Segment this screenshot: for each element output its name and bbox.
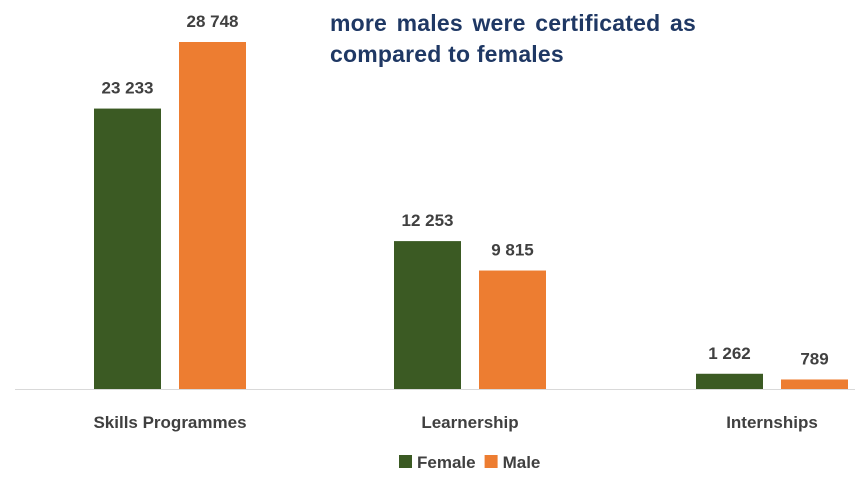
legend: Female Male — [399, 453, 540, 472]
bar-male-2 — [781, 379, 848, 389]
data-label-male-1: 9 815 — [491, 241, 534, 260]
headline-line-2: compared to females — [330, 41, 564, 67]
data-label-female-2: 1 262 — [708, 344, 751, 363]
data-label-male-0: 28 748 — [187, 12, 239, 31]
legend-swatch-female — [399, 455, 412, 468]
category-label-2: Internships — [726, 413, 818, 432]
chart-headline: more males were certificated as compared… — [330, 8, 830, 70]
category-labels-layer: Skills Programmes Learnership Internships — [93, 413, 817, 432]
data-label-female-0: 23 233 — [102, 79, 154, 98]
data-labels-layer: 23 233 28 748 12 253 9 815 1 262 789 — [102, 12, 829, 368]
legend-swatch-male — [484, 455, 498, 468]
data-label-female-1: 12 253 — [402, 211, 454, 230]
bars-layer — [94, 42, 848, 389]
headline-line-1: more males were certificated as — [330, 10, 696, 36]
legend-label-male: Male — [503, 453, 541, 472]
data-label-male-2: 789 — [800, 349, 828, 368]
category-label-1: Learnership — [421, 413, 518, 432]
bar-male-0 — [179, 42, 246, 389]
legend-label-female: Female — [417, 453, 476, 472]
category-label-0: Skills Programmes — [93, 413, 246, 432]
bar-male-1 — [479, 270, 546, 389]
bar-female-0 — [94, 108, 161, 389]
bar-female-2 — [696, 373, 763, 389]
bar-female-1 — [394, 241, 461, 389]
